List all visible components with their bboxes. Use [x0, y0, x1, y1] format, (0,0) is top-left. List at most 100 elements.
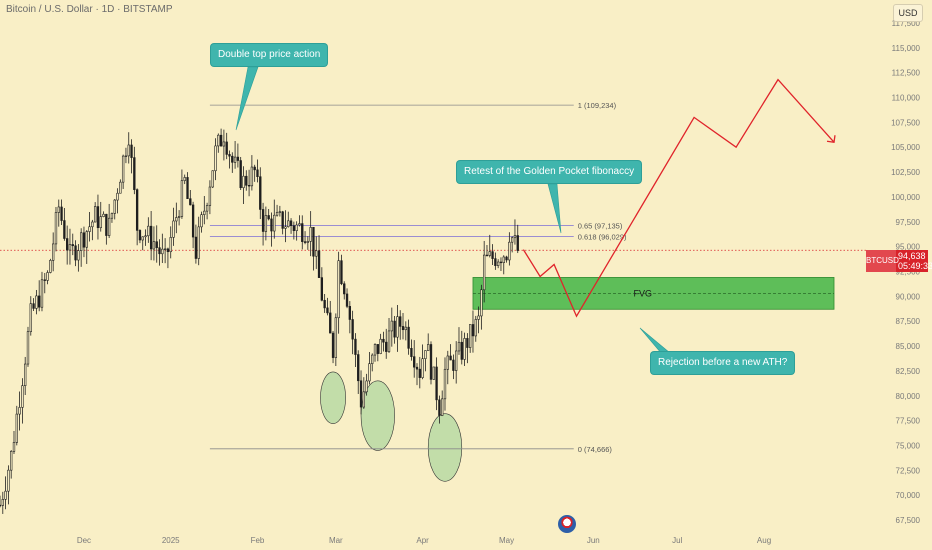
candle-body: [43, 279, 46, 281]
candle-body: [502, 256, 505, 263]
projection-arrowhead: [826, 135, 836, 143]
candle-body: [357, 354, 360, 382]
candle-body: [200, 214, 203, 228]
candle-body: [194, 236, 198, 259]
candle-body: [508, 241, 511, 261]
golden-pocket-callout[interactable]: Retest of the Golden Pocket fibonaccy: [457, 161, 642, 183]
candle-body: [348, 306, 352, 320]
candle-body: [15, 413, 18, 443]
candle-body: [390, 320, 393, 332]
projection-path: [522, 78, 835, 318]
candle-body: [407, 326, 410, 349]
candle-body: [54, 212, 58, 245]
candle-body: [379, 338, 382, 354]
candle-body: [68, 244, 72, 251]
candle-body: [222, 141, 226, 147]
x-tick-label: Jul: [672, 536, 682, 545]
candle-body: [362, 391, 365, 408]
candle-body: [242, 175, 245, 189]
candle-body: [155, 241, 158, 249]
candle-body: [24, 363, 27, 386]
candle-body: [141, 236, 144, 241]
candle-body: [161, 248, 164, 255]
candle-body: [175, 217, 178, 222]
candle-body: [457, 341, 461, 352]
y-tick-label: 77,500: [896, 417, 921, 426]
candle-body: [337, 260, 340, 319]
candle-body: [163, 248, 167, 250]
candle-body: [471, 324, 475, 337]
candle-body: [121, 155, 125, 183]
y-tick-label: 90,000: [896, 292, 921, 301]
candle-body: [404, 326, 407, 331]
candle-body: [460, 341, 463, 360]
candle-body: [124, 155, 128, 157]
candle-body: [93, 206, 97, 223]
candle-body: [261, 209, 265, 232]
candle-body: [466, 338, 469, 348]
candle-body: [429, 344, 433, 380]
candle-body: [295, 224, 298, 231]
candle-body: [211, 170, 214, 188]
economic-event-icon[interactable]: [558, 515, 576, 533]
rejection-callout[interactable]: Rejection before a new ATH?: [651, 352, 795, 374]
candle-body: [149, 225, 153, 250]
candle-body: [228, 154, 231, 157]
candle-body: [317, 250, 321, 278]
candle-body: [105, 213, 108, 236]
candle-body: [421, 358, 424, 378]
candle-body: [52, 243, 55, 261]
candle-body: [116, 192, 119, 201]
candle-body: [496, 261, 500, 266]
x-tick-label: Feb: [251, 536, 265, 545]
candle-body: [399, 316, 402, 327]
candle-body: [127, 144, 130, 157]
candle-body: [488, 251, 491, 256]
y-tick-label: 80,000: [896, 392, 921, 401]
candle-body: [334, 317, 338, 358]
candle-body: [99, 216, 102, 229]
candle-body: [10, 451, 13, 471]
candle-body: [301, 223, 304, 242]
fib-label: 1 (109,234): [578, 101, 617, 110]
candle-body: [516, 235, 519, 251]
candle-body: [435, 366, 438, 401]
y-tick-label: 67,500: [896, 516, 921, 525]
candle-body: [110, 213, 114, 219]
y-tick-label: 82,500: [896, 367, 921, 376]
fib-label: 0.65 (97,135): [578, 221, 623, 230]
candle-body: [231, 155, 234, 163]
candle-body: [289, 220, 293, 227]
candle-body: [387, 330, 391, 352]
candle-body: [345, 293, 349, 307]
candle-body: [4, 490, 7, 500]
candle-body: [49, 260, 52, 273]
y-tick-label: 75,000: [896, 441, 921, 450]
candle-body: [278, 211, 282, 213]
double-top-callout[interactable]: Double top price action: [211, 44, 328, 66]
candle-body: [180, 180, 184, 217]
candle-body: [396, 316, 399, 338]
candle-body: [79, 232, 83, 251]
candle-body: [113, 199, 116, 214]
candle-body: [46, 272, 49, 281]
candle-body: [443, 368, 447, 400]
x-tick-label: Jun: [587, 536, 600, 545]
candle-body: [474, 319, 477, 337]
highlight-circle: [360, 380, 395, 451]
candle-body: [499, 261, 503, 264]
candle-body: [340, 260, 343, 285]
candle-body: [191, 204, 195, 238]
candle-body: [183, 177, 186, 181]
candle-body: [371, 354, 374, 364]
candle-body: [401, 326, 405, 331]
currency-button[interactable]: USD: [893, 4, 923, 22]
candle-body: [217, 134, 220, 147]
fib-label: 0.618 (96,029): [578, 232, 627, 241]
candle-body: [203, 210, 206, 215]
highlight-circle: [320, 371, 346, 424]
candle-body: [510, 237, 514, 243]
candle-body: [373, 344, 377, 356]
candle-body: [354, 338, 357, 355]
